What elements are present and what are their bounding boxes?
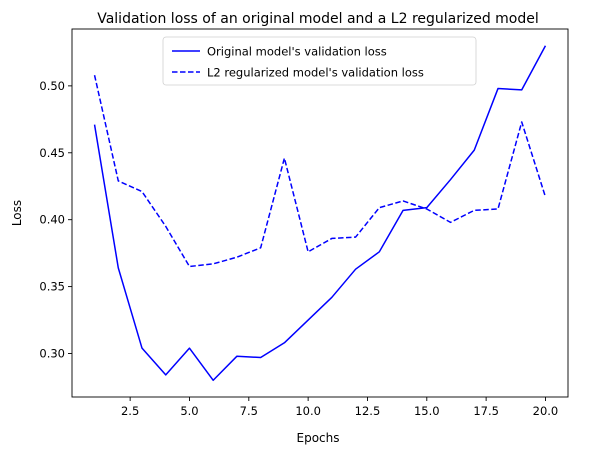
- series-layer: [93, 45, 547, 382]
- y-tick-label: 0.30: [39, 347, 65, 361]
- plot-frame: [71, 28, 569, 398]
- y-tick-label: 0.45: [39, 146, 65, 160]
- x-tick-label: 12.5: [355, 404, 381, 418]
- y-tick-label: 0.35: [39, 280, 65, 294]
- legend-box: [162, 36, 477, 86]
- x-tick-label: 2.5: [121, 404, 139, 418]
- series-line-original: [93, 45, 547, 382]
- series-line-l2: [93, 75, 547, 268]
- x-tick-label: 17.5: [473, 404, 499, 418]
- legend-label-l2: L2 regularized model's validation loss: [207, 66, 424, 80]
- x-tick-label: 5.0: [180, 404, 198, 418]
- legend: Original model's validation loss L2 regu…: [162, 36, 477, 86]
- y-tick-label: 0.50: [39, 79, 65, 93]
- y-tick-label: 0.40: [39, 213, 65, 227]
- y-axis-label: Loss: [10, 200, 24, 226]
- x-tick-label: 7.5: [240, 404, 258, 418]
- x-tick-label: 10.0: [295, 404, 321, 418]
- chart-title: Validation loss of an original model and…: [97, 11, 539, 27]
- plot-area: 2.5 5.0 7.5 10.0 12.5 15.0 17.5 20.0 0.300.350.…: [39, 28, 569, 418]
- y-axis: 0.30 0.35 0.40 0.45 0.50: [39, 79, 72, 361]
- x-axis-label: Epochs: [297, 431, 340, 445]
- legend-label-original: Original model's validation loss: [207, 45, 387, 59]
- x-axis: 2.5 5.0 7.5 10.0 12.5 15.0 17.5 20.0: [121, 397, 558, 418]
- x-tick-label: 20.0: [533, 404, 559, 418]
- x-tick-label: 15.0: [414, 404, 440, 418]
